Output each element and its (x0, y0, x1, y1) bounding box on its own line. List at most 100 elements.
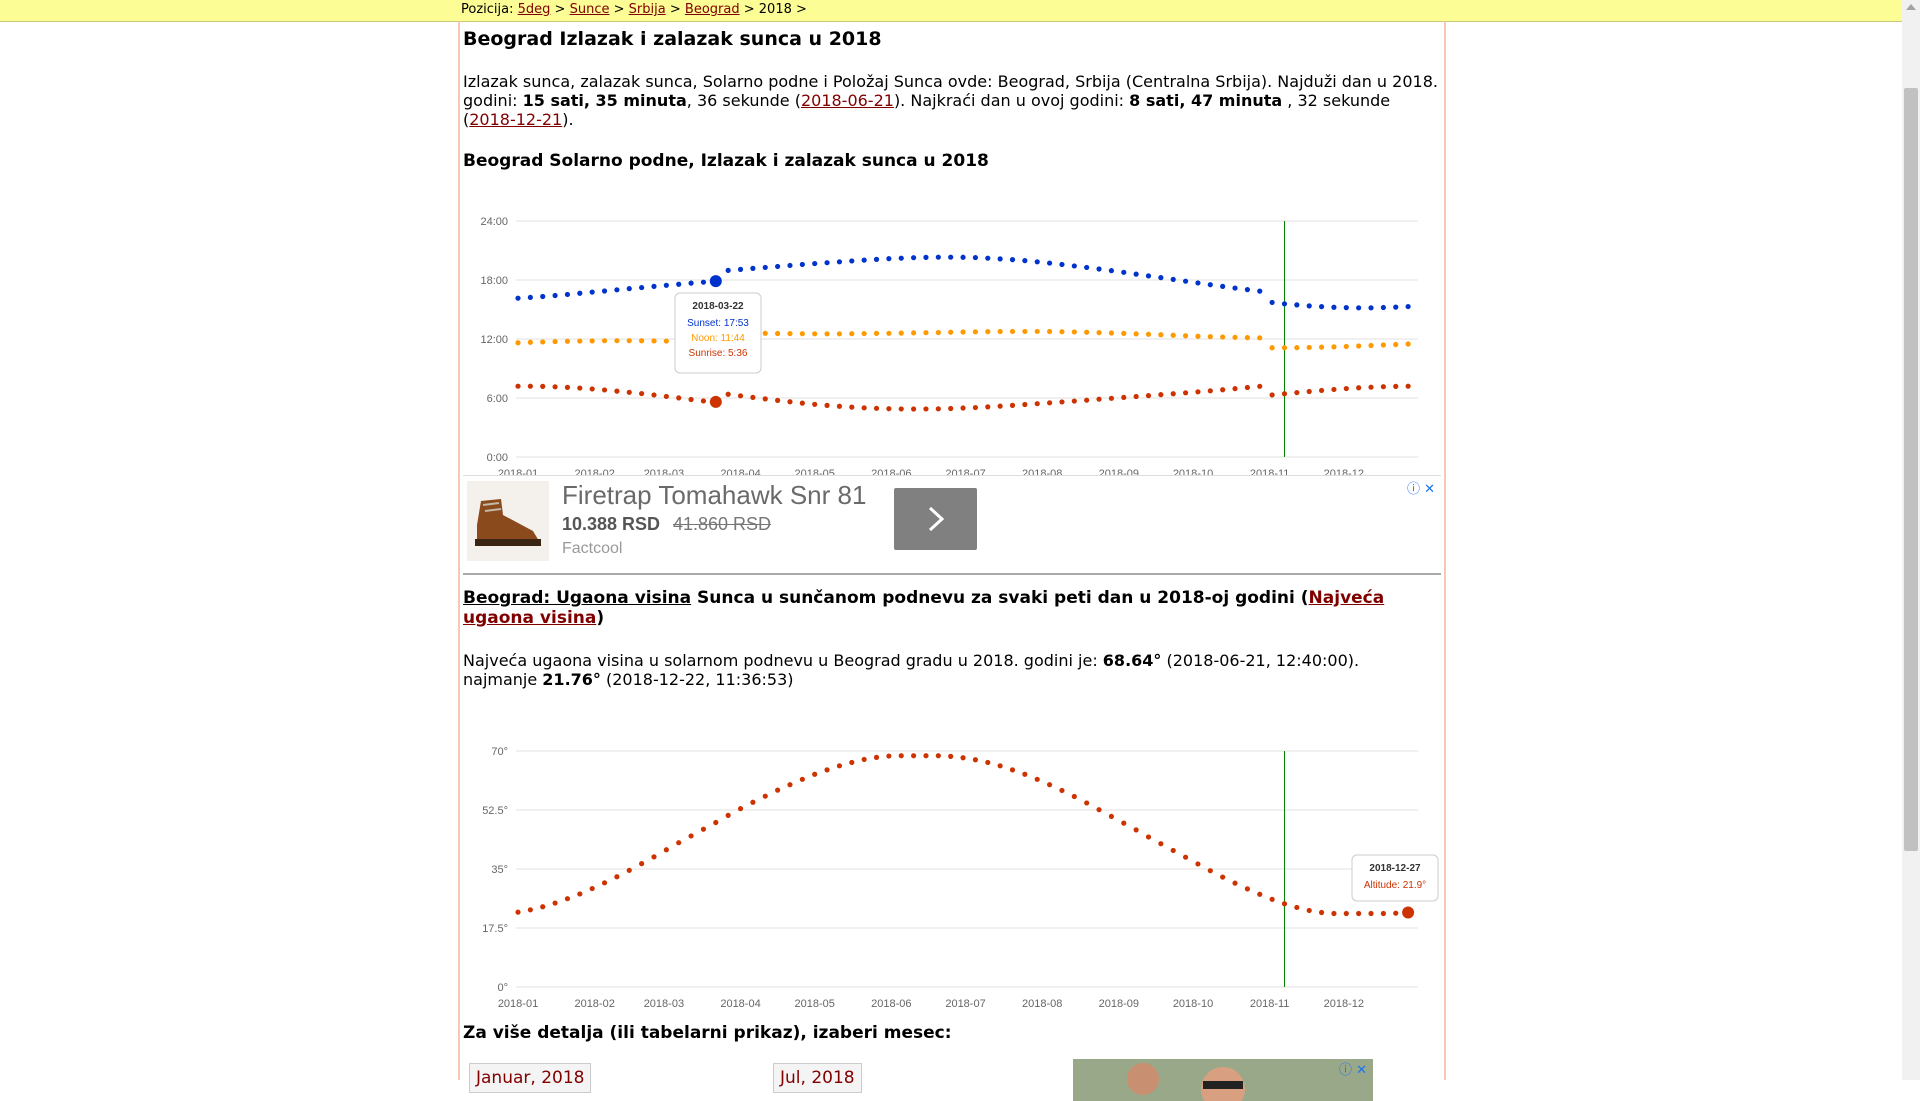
data-point-noon (663, 338, 669, 344)
ad-title[interactable]: Firetrap Tomahawk Snr 81 (562, 480, 867, 510)
data-point-altitude (1393, 910, 1399, 916)
data-point-altitude (639, 861, 645, 867)
data-point-sunrise (1071, 398, 1077, 404)
breadcrumb-link-srbija[interactable]: Srbija (628, 2, 666, 17)
data-point-sunset (540, 293, 546, 300)
data-point-sunset (626, 286, 632, 292)
altitude-title-part: ) (596, 608, 605, 628)
data-point-sunrise (639, 390, 645, 397)
altitude-chart[interactable]: 70° 52.5° 35° 17.5° 0° 2018-01 2018-02 2018-03 2… (463, 719, 1441, 1015)
intro-text: , 36 sekunde ( (686, 91, 801, 110)
data-point-sunset (1380, 304, 1386, 311)
breadcrumb-link-5deg[interactable]: 5deg (517, 2, 551, 17)
x-tick-label: 2018-11 (1250, 998, 1290, 1010)
breadcrumb-separator: > (669, 2, 681, 17)
data-point-sunrise (1393, 383, 1399, 389)
data-point-altitude (1182, 854, 1189, 860)
data-point-noon (589, 338, 595, 344)
data-point-sunset (1034, 259, 1040, 265)
breadcrumb-separator: > (613, 2, 625, 17)
data-point-sunset (911, 255, 917, 261)
data-point-altitude (601, 880, 608, 886)
data-point-noon (836, 331, 843, 337)
data-point-noon (1084, 329, 1090, 335)
ad2-close-icon[interactable]: ⓘ ✕ (1338, 1063, 1367, 1078)
data-point-sunset (589, 289, 595, 295)
data-point-sunrise (1257, 383, 1263, 389)
data-point-sunrise (1368, 384, 1374, 390)
ad-close-icon[interactable]: ⓘ ✕ (1406, 482, 1435, 497)
shortest-day-date-link[interactable]: 2018-12-21 (469, 110, 563, 129)
data-point-altitude (1331, 910, 1337, 917)
vertical-scrollbar[interactable] (1902, 0, 1920, 1080)
ad-banner[interactable]: Firetrap Tomahawk Snr 81 10.388 RSD 41.8… (463, 475, 1441, 567)
data-point-sunset (1195, 280, 1201, 286)
data-point-sunset (1257, 288, 1263, 294)
data-point-sunset (577, 290, 583, 296)
data-point-altitude (849, 759, 855, 766)
data-point-sunset (1121, 269, 1127, 275)
data-point-sunset (700, 279, 707, 285)
y-tick-label: 0:00 (487, 452, 508, 464)
month-button-januar[interactable]: Januar, 2018 (469, 1063, 592, 1093)
data-point-noon (1232, 334, 1238, 340)
data-point-noon (824, 331, 830, 337)
ad-image-banner[interactable]: ⓘ ✕ (1073, 1059, 1373, 1101)
data-point-altitude (1306, 907, 1312, 914)
data-point-altitude (985, 759, 991, 766)
data-point-altitude (1220, 874, 1226, 880)
data-point-sunrise (1133, 393, 1139, 400)
scrollbar-thumb[interactable] (1904, 88, 1918, 851)
data-point-sunset (1281, 301, 1288, 307)
x-tick-label: 2018-12 (1324, 468, 1364, 475)
max-altitude-link[interactable]: Najveća ugaona visina (463, 588, 1385, 628)
data-point-altitude (1133, 827, 1139, 833)
y-tick-label: 24:00 (480, 216, 508, 228)
data-point-altitude (1121, 820, 1127, 826)
x-tick-label: 2018-12 (1324, 998, 1364, 1010)
data-point-noon (849, 331, 855, 337)
data-point-sunrise (589, 386, 595, 392)
breadcrumb-separator: > (743, 2, 755, 17)
data-point-altitude (1034, 776, 1040, 782)
data-point-sunrise (1182, 390, 1189, 396)
altitude-summary: Najveća ugaona visina u solarnom podnevu… (463, 651, 1441, 689)
data-point-sunrise (1158, 392, 1164, 398)
data-point-altitude (540, 904, 546, 910)
data-point-sunrise (614, 388, 620, 394)
x-tick-label: 2018-11 (1250, 468, 1290, 475)
data-point-altitude (1281, 901, 1288, 907)
x-tick-label: 2018-10 (1173, 998, 1213, 1010)
data-point-sunset (849, 258, 855, 264)
data-point-noon (1170, 332, 1176, 338)
data-point-noon (1145, 331, 1152, 337)
breadcrumb-link-beograd[interactable]: Beograd (684, 2, 740, 17)
data-point-noon (1059, 329, 1065, 335)
data-point-noon (1108, 330, 1115, 336)
ad-next-button[interactable] (894, 488, 977, 550)
data-point-sunset (1071, 263, 1077, 269)
intro-paragraph: Izlazak sunca, zalazak sunca, Solarno po… (463, 72, 1441, 129)
ad-source: Factcool (562, 540, 623, 557)
data-point-altitude (836, 763, 843, 769)
longest-day-date-link[interactable]: 2018-06-21 (800, 91, 894, 110)
data-point-noon (1022, 328, 1028, 335)
data-point-sunrise (577, 385, 583, 391)
data-point-altitude (1096, 807, 1102, 813)
scroll-up-icon[interactable] (1906, 4, 1916, 10)
data-point-sunrise (775, 397, 781, 403)
breadcrumb-link-sunce[interactable]: Sunce (569, 2, 610, 17)
data-point-sunset (836, 259, 843, 265)
breadcrumb-current: 2018 (758, 2, 792, 17)
data-point-sunrise (873, 405, 880, 411)
data-point-sunrise (972, 404, 979, 411)
y-tick-label: 35° (491, 864, 508, 876)
data-point-noon (1257, 335, 1263, 341)
data-point-altitude (1158, 841, 1164, 847)
month-button-jul[interactable]: Jul, 2018 (773, 1063, 862, 1093)
sun-times-chart[interactable]: 24:00 18:00 12:00 6:00 0:00 2018-01 2018-02 201… (463, 189, 1441, 475)
breadcrumb: Pozicija: 5deg > Sunce > Srbija > Beogra… (461, 2, 807, 18)
data-point-noon (1393, 341, 1399, 348)
data-point-sunrise (1331, 386, 1337, 393)
data-point-altitude (1269, 896, 1275, 902)
